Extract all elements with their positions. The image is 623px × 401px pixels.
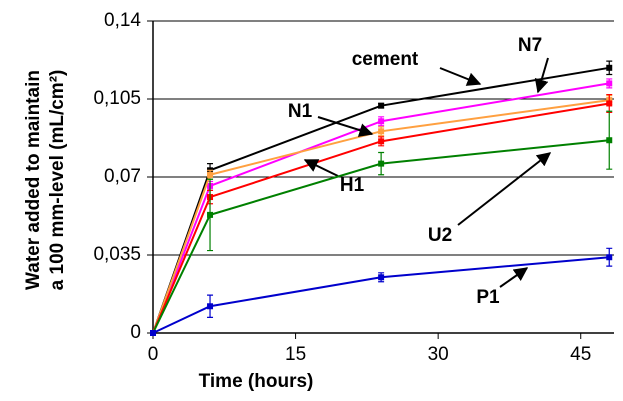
series-label: U2 bbox=[428, 225, 452, 246]
point bbox=[378, 138, 385, 145]
x-tick-label: 45 bbox=[570, 344, 591, 365]
series-line bbox=[152, 102, 610, 334]
series-label: N1 bbox=[288, 101, 313, 122]
series-label: N7 bbox=[518, 35, 542, 56]
y-tick-label: 0,07 bbox=[104, 166, 141, 187]
label-arrow bbox=[499, 267, 529, 288]
y-tick-label: 0 bbox=[130, 322, 141, 343]
point bbox=[378, 102, 385, 109]
point bbox=[378, 128, 385, 135]
y-tick-label: 0,035 bbox=[93, 244, 141, 265]
point bbox=[207, 171, 214, 178]
series-line bbox=[152, 256, 610, 334]
point bbox=[378, 118, 385, 125]
x-axis-title: Time (hours) bbox=[199, 371, 314, 392]
x-tick-label: 30 bbox=[428, 344, 449, 365]
label-arrow bbox=[534, 57, 549, 94]
point bbox=[606, 254, 613, 261]
series-line bbox=[152, 99, 610, 334]
series-label: P1 bbox=[476, 287, 500, 308]
y-tick-label: 0,14 bbox=[104, 10, 141, 31]
y-axis-title: a 100 mm-level (mL/cm²) bbox=[47, 70, 68, 291]
y-axis-title: Water added to maintain bbox=[23, 70, 44, 290]
label-arrow bbox=[457, 152, 552, 226]
point bbox=[606, 137, 613, 144]
x-tick-label: 15 bbox=[285, 344, 306, 365]
point bbox=[207, 303, 214, 310]
y-tick-label: 0,105 bbox=[93, 88, 141, 109]
point bbox=[378, 160, 385, 167]
point bbox=[378, 274, 385, 281]
series-label: cement bbox=[352, 49, 419, 70]
series-label: H1 bbox=[340, 175, 365, 196]
x-tick-label: 0 bbox=[148, 344, 159, 365]
point bbox=[207, 211, 214, 218]
label-arrow bbox=[439, 67, 482, 86]
point bbox=[150, 330, 156, 336]
point bbox=[606, 80, 613, 87]
point bbox=[606, 64, 613, 71]
point bbox=[606, 100, 613, 107]
label-arrow bbox=[303, 159, 339, 177]
series-line bbox=[152, 139, 610, 334]
label-arrow bbox=[317, 116, 374, 137]
